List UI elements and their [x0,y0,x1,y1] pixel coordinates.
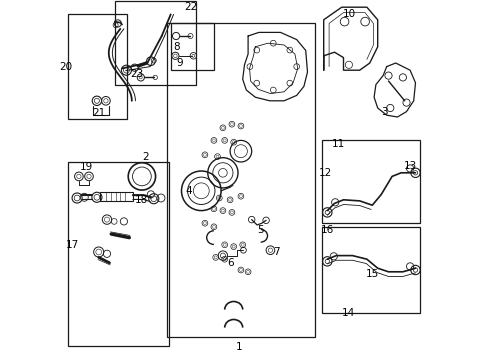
Text: 9: 9 [176,58,183,68]
Text: 17: 17 [66,240,79,250]
Text: 22: 22 [183,2,197,12]
Bar [321,227,419,313]
Text: 7: 7 [273,247,280,257]
Text: 8: 8 [172,42,179,52]
Text: 21: 21 [92,108,105,118]
Text: 3: 3 [381,107,387,117]
Text: 2: 2 [142,152,148,162]
Text: 10: 10 [342,9,355,19]
Bar [101,192,133,201]
Text: 13: 13 [403,161,416,171]
Bar [321,140,419,223]
Text: 19: 19 [80,162,93,172]
Bar [167,23,314,337]
Bar [115,1,196,85]
Text: 16: 16 [320,225,333,235]
Text: 15: 15 [365,269,378,279]
Text: 23: 23 [130,69,143,79]
Bar [170,23,213,70]
Bar [68,14,127,119]
Text: 18: 18 [135,195,148,205]
Text: 12: 12 [318,168,331,178]
Text: 14: 14 [342,308,355,318]
Bar [68,162,168,346]
Text: 11: 11 [331,139,344,149]
Text: 4: 4 [185,186,192,196]
Text: 20: 20 [59,62,72,72]
Text: 1: 1 [235,342,242,352]
Text: 6: 6 [226,258,233,268]
Text: 5: 5 [257,225,264,235]
